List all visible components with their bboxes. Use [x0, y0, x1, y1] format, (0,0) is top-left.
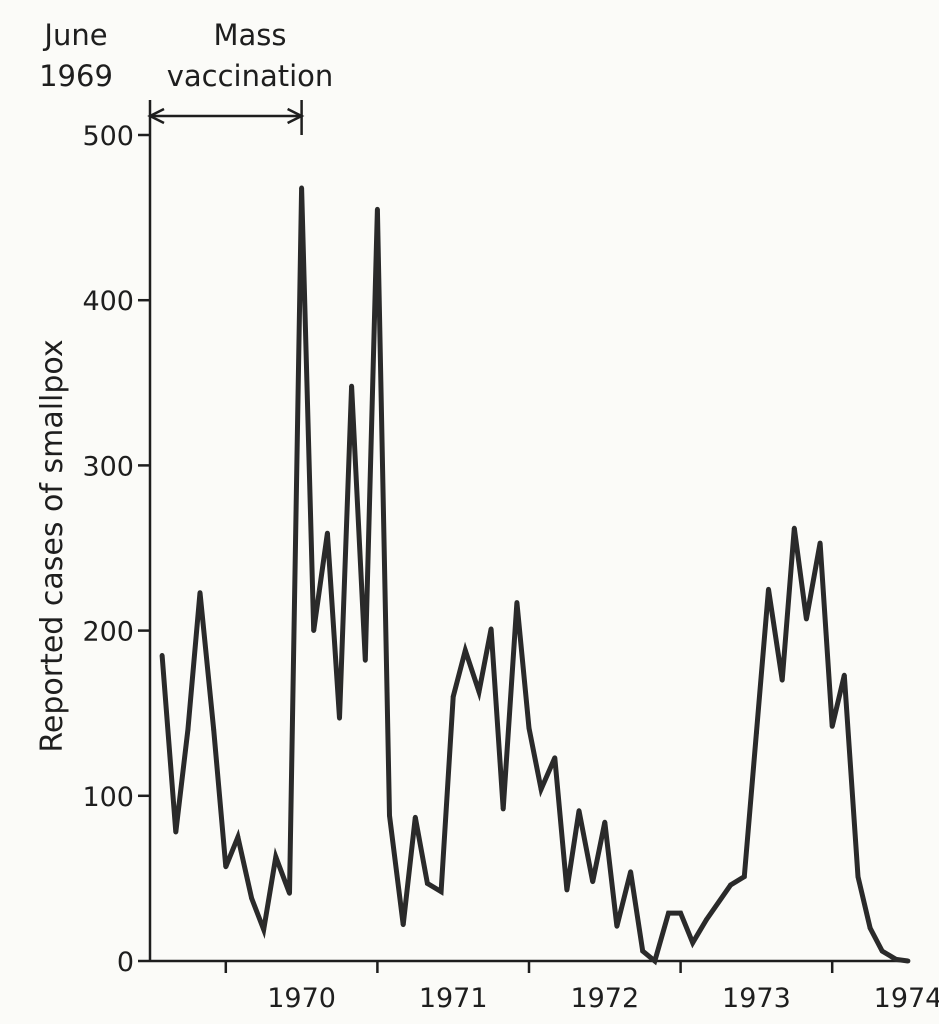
data-point — [666, 910, 671, 916]
data-point — [678, 910, 683, 916]
data-point — [325, 530, 330, 536]
data-point — [728, 882, 733, 888]
data-point — [867, 925, 873, 931]
annotation-end-line2: vaccination — [167, 59, 334, 93]
data-point — [185, 727, 191, 733]
data-point — [438, 889, 444, 894]
x-tick-label: 1973 — [722, 983, 791, 1014]
data-point — [223, 864, 229, 870]
data-point — [590, 879, 596, 885]
y-axis-title: Reported cases of smallpox — [35, 339, 70, 752]
x-tick-label: 1972 — [570, 983, 639, 1014]
data-point — [614, 923, 620, 929]
data-point — [159, 653, 165, 658]
data-point — [526, 725, 532, 731]
annotation-start-line2: 1969 — [39, 59, 113, 93]
data-point — [690, 940, 696, 946]
data-point — [462, 648, 468, 653]
annotation-start-line1: June — [42, 18, 107, 52]
data-point — [273, 854, 279, 860]
data-point — [287, 890, 292, 896]
series-line-smallpox-cases — [159, 187, 909, 966]
data-point — [552, 755, 558, 761]
data-point — [425, 881, 430, 886]
annotation-group: June 1969 Mass vaccination — [39, 18, 333, 93]
data-point — [412, 814, 418, 820]
data-point — [375, 206, 380, 212]
data-point — [249, 895, 255, 901]
data-point — [538, 786, 544, 792]
data-point — [500, 806, 506, 812]
data-point — [564, 887, 570, 893]
x-tick-label: 1974 — [874, 983, 939, 1014]
x-tick-label: 1970 — [267, 983, 336, 1014]
data-point — [602, 819, 608, 825]
data-point — [640, 948, 646, 954]
data-point — [450, 694, 456, 700]
data-point — [261, 927, 267, 932]
data-point — [514, 600, 520, 605]
data-point — [628, 869, 633, 875]
annotation-arrowhead-right — [287, 107, 305, 125]
data-point — [704, 917, 709, 923]
annotation-end-line1: Mass — [213, 18, 286, 52]
data-point — [576, 808, 582, 814]
y-tick-label: 0 — [117, 947, 134, 978]
data-point — [235, 834, 241, 840]
data-point — [337, 715, 342, 721]
data-point — [349, 383, 354, 389]
y-tick-label: 100 — [82, 782, 134, 813]
axes: 0 100 200 300 400 500 1970 1971 1972 1973 1974 — [82, 100, 939, 1014]
data-point — [197, 590, 203, 595]
data-point — [879, 948, 885, 954]
y-tick-label: 200 — [82, 617, 134, 648]
data-point — [299, 185, 304, 191]
data-point — [476, 689, 482, 695]
data-point — [905, 958, 911, 964]
y-tick-label: 300 — [82, 451, 134, 482]
data-point — [311, 628, 317, 633]
data-point — [173, 829, 179, 835]
y-tick-label: 500 — [82, 121, 134, 152]
annotation-arrowhead-left — [147, 107, 165, 125]
data-point — [791, 525, 797, 531]
data-point — [817, 540, 823, 546]
data-point — [400, 922, 406, 928]
data-point — [804, 616, 809, 622]
data-point — [741, 874, 747, 880]
series-group — [159, 185, 911, 966]
data-point — [488, 626, 494, 632]
data-point — [754, 730, 759, 736]
data-point — [211, 727, 217, 733]
x-tick-label: 1971 — [419, 983, 488, 1014]
data-point — [766, 586, 771, 592]
data-point — [893, 956, 899, 962]
data-point — [362, 657, 368, 663]
data-point — [779, 677, 785, 683]
data-point — [652, 958, 658, 964]
data-point — [855, 874, 861, 880]
data-point — [841, 672, 847, 678]
data-point — [387, 813, 392, 818]
y-tick-label: 400 — [82, 286, 134, 317]
data-point — [829, 724, 835, 729]
